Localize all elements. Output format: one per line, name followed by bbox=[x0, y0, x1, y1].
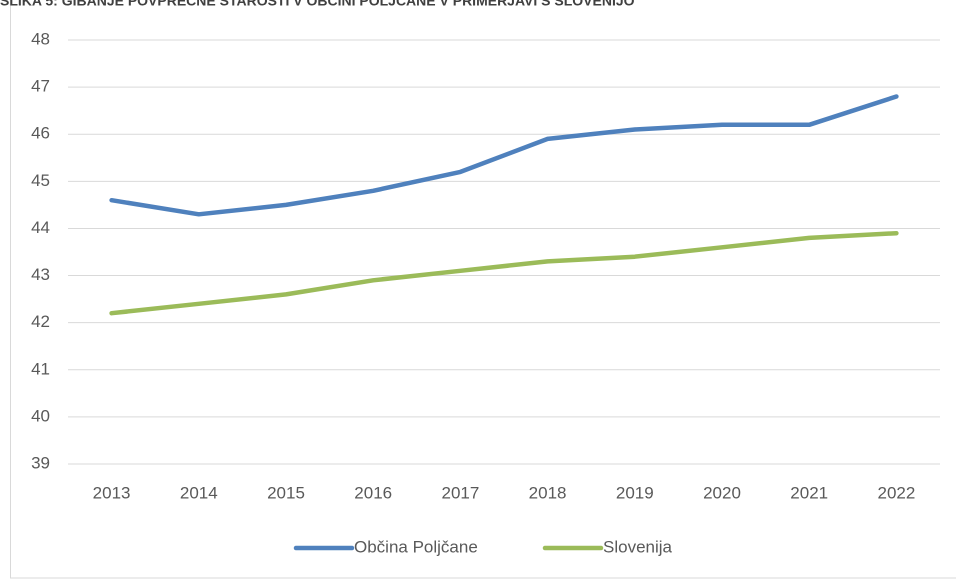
y-tick-label: 45 bbox=[31, 171, 50, 190]
y-tick-label: 44 bbox=[31, 218, 50, 237]
x-tick-label: 2020 bbox=[703, 483, 741, 502]
x-tick-label: 2018 bbox=[529, 483, 567, 502]
series-line bbox=[112, 97, 897, 215]
x-tick-label: 2016 bbox=[354, 483, 392, 502]
x-tick-label: 2022 bbox=[877, 483, 915, 502]
x-tick-label: 2021 bbox=[790, 483, 828, 502]
x-tick-label: 2019 bbox=[616, 483, 654, 502]
y-tick-label: 39 bbox=[31, 453, 50, 472]
y-tick-label: 46 bbox=[31, 124, 50, 143]
y-tick-label: 48 bbox=[31, 29, 50, 48]
y-tick-label: 47 bbox=[31, 77, 50, 96]
legend-label: Slovenija bbox=[603, 537, 673, 556]
x-tick-label: 2017 bbox=[441, 483, 479, 502]
series-line bbox=[112, 233, 897, 313]
x-tick-label: 2013 bbox=[93, 483, 131, 502]
y-tick-label: 42 bbox=[31, 312, 50, 331]
legend-label: Občina Poljčane bbox=[354, 537, 478, 556]
y-tick-label: 41 bbox=[31, 359, 50, 378]
y-tick-label: 40 bbox=[31, 406, 50, 425]
x-tick-label: 2015 bbox=[267, 483, 305, 502]
chart-title: SLIKA 5: GIBANJE POVPREČNE STAROSTI V OB… bbox=[0, 0, 635, 9]
x-tick-label: 2014 bbox=[180, 483, 218, 502]
y-tick-label: 43 bbox=[31, 265, 50, 284]
